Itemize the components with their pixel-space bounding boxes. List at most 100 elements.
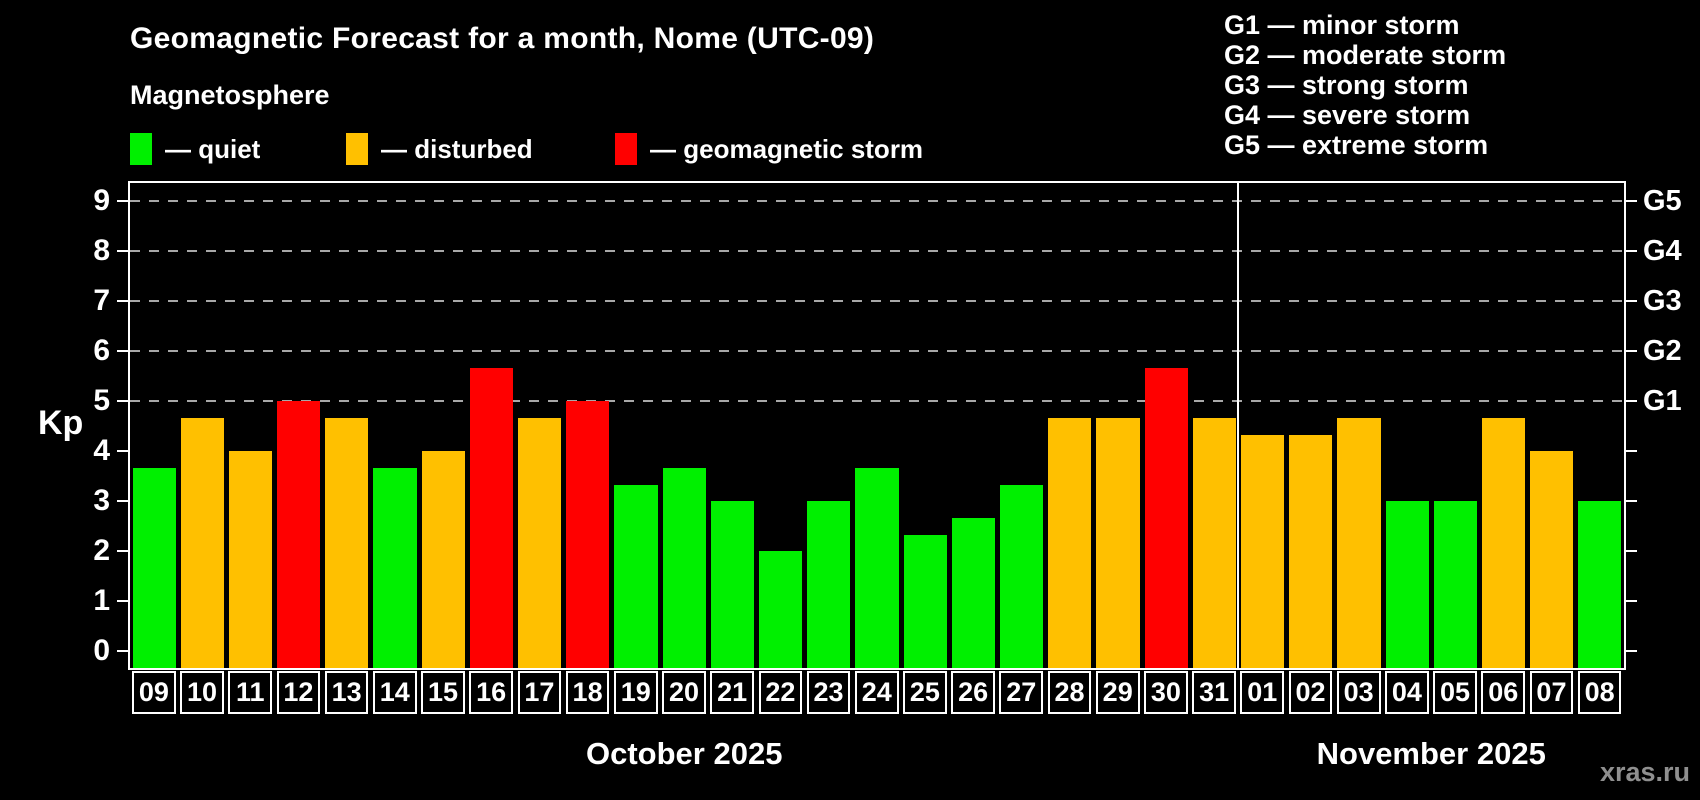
y-tick-left-3 [117,500,130,502]
bar-day-28 [1048,417,1092,668]
legend-item-storm: — geomagnetic storm [615,131,923,167]
gridline-kp5 [130,400,1624,402]
day-label-16: 16 [469,671,514,714]
bar-day-06 [1481,417,1526,668]
magnetosphere-legend: — quiet — disturbed — geomagnetic storm [0,131,1100,167]
legend-swatch-quiet [130,133,152,165]
bar-day-03 [1337,417,1381,668]
day-label-04: 04 [1385,671,1429,714]
day-label-17: 17 [517,671,562,714]
bar-day-22 [759,551,803,668]
legend-item-quiet: — quiet [130,131,260,167]
day-label-20: 20 [662,671,706,714]
bar-day-15 [421,451,465,668]
day-label-14: 14 [372,671,417,714]
bar-day-16 [469,367,514,668]
chart-title: Geomagnetic Forecast for a month, Nome (… [130,22,875,55]
y-tick-left-5 [117,400,130,402]
bar-day-26 [951,517,995,668]
bar-day-11 [228,451,273,668]
bar-day-20 [662,467,706,668]
g-scale-legend: G1 — minor storm G2 — moderate storm G3 — … [1224,10,1506,160]
day-label-10: 10 [180,671,224,714]
y-tick-label-7: 7 [93,284,110,317]
bar-day-19 [614,484,658,668]
y-tick-label-2: 2 [93,534,110,567]
bar-day-25 [903,534,947,668]
y-tick-left-1 [117,600,130,602]
y-tick-label-6: 6 [93,334,110,367]
y-tick-right-7 [1624,300,1637,302]
bar-day-04 [1385,501,1429,668]
month-separator-line [1237,183,1240,668]
gridline-kp6 [130,350,1624,352]
y-tick-right-6 [1624,350,1637,352]
day-label-26: 26 [951,671,995,714]
bar-day-10 [180,417,224,668]
y-tick-right-2 [1624,550,1637,552]
g-scale-label-G2: G2 [1643,335,1682,367]
y-axis-title: Kp [38,404,84,442]
bar-day-08 [1578,501,1622,668]
y-tick-label-1: 1 [93,584,110,617]
y-tick-left-9 [117,200,130,202]
day-label-31: 31 [1192,671,1236,714]
y-tick-right-4 [1624,450,1637,452]
day-label-27: 27 [999,671,1044,714]
day-label-18: 18 [565,671,610,714]
bar-day-02 [1289,434,1333,668]
g-legend-line-1: G1 — minor storm [1224,10,1460,40]
bar-day-13 [325,417,369,668]
day-label-09: 09 [132,671,176,714]
day-label-22: 22 [758,671,803,714]
g-scale-label-G1: G1 [1643,385,1682,417]
y-tick-label-4: 4 [93,434,110,467]
plot-area [130,183,1624,668]
bar-day-30 [1144,367,1188,668]
bar-day-24 [855,467,899,668]
bar-day-12 [277,401,321,668]
g-legend-line-5: G5 — extreme storm [1224,130,1489,160]
legend-swatch-storm [615,133,637,165]
y-tick-left-8 [117,250,130,252]
y-tick-right-8 [1624,250,1637,252]
day-label-15: 15 [421,671,465,714]
legend-label-quiet: — quiet [165,133,261,164]
day-label-11: 11 [228,671,273,714]
bar-day-31 [1192,417,1236,668]
y-tick-left-0 [117,650,130,652]
site-watermark[interactable]: xras.ru [1599,757,1690,787]
y-tick-left-2 [117,550,130,552]
bar-day-01 [1240,434,1285,668]
day-label-25: 25 [903,671,947,714]
day-label-06: 06 [1481,671,1526,714]
day-label-19: 19 [613,671,658,714]
y-tick-label-9: 9 [93,184,110,217]
g-legend-line-2: G2 — moderate storm [1224,40,1507,70]
g-scale-label-G3: G3 [1643,285,1682,317]
day-label-21: 21 [710,671,754,714]
day-label-08: 08 [1577,671,1622,714]
day-label-13: 13 [324,671,369,714]
y-tick-left-6 [117,350,130,352]
day-label-02: 02 [1288,671,1333,714]
g-scale-label-G5: G5 [1643,185,1682,217]
y-tick-label-8: 8 [93,234,110,267]
g-scale-label-G4: G4 [1643,235,1682,267]
y-tick-label-3: 3 [93,484,110,517]
month-label-november: November 2025 [1316,736,1546,771]
legend-label-storm: — geomagnetic storm [650,133,924,164]
gridline-kp9 [130,200,1624,202]
bar-day-18 [566,401,610,668]
day-label-07: 07 [1529,671,1574,714]
g-legend-line-4: G4 — severe storm [1224,100,1471,130]
chart-subtitle: Magnetosphere [130,80,330,110]
y-tick-left-4 [117,450,130,452]
bar-day-05 [1433,501,1477,668]
gridline-kp7 [130,300,1624,302]
month-label-october: October 2025 [586,736,783,771]
bar-day-29 [1096,417,1140,668]
bar-day-14 [373,467,417,668]
y-tick-left-7 [117,300,130,302]
